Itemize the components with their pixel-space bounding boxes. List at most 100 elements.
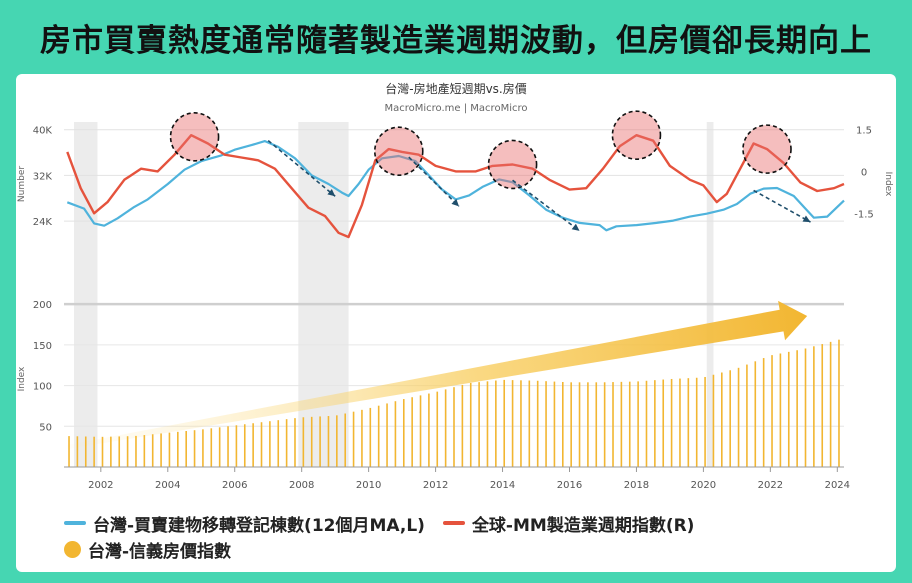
peak-highlight-circle	[169, 112, 220, 162]
price-index-bar	[269, 421, 271, 467]
price-index-bar	[478, 382, 480, 467]
y-tick-lower: 100	[33, 382, 52, 393]
price-index-bar	[704, 376, 706, 467]
x-tick-label: 2020	[691, 480, 716, 491]
price-index-bar	[561, 381, 564, 467]
downtrend-arrow-line	[408, 156, 460, 207]
price-index-bar	[386, 403, 388, 467]
x-tick-label: 2024	[825, 480, 850, 491]
downtrend-arrow-head	[571, 223, 580, 231]
annotations	[169, 110, 811, 232]
price-index-bar	[545, 381, 547, 467]
legend-item-house-price[interactable]: 台灣-信義房價指數	[64, 537, 231, 562]
price-index-bar	[721, 372, 723, 467]
price-index-bar	[787, 351, 790, 467]
y-axis-label-left: Number	[17, 166, 27, 202]
downtrend-arrow-head	[802, 215, 811, 223]
price-index-bar	[126, 436, 129, 467]
price-index-bar	[595, 382, 598, 467]
price-index-bar	[486, 381, 489, 467]
price-index-bar	[260, 422, 263, 467]
price-index-bar	[779, 353, 782, 467]
price-index-bar	[177, 431, 179, 467]
price-index-bar	[151, 434, 154, 467]
price-index-bar	[193, 430, 196, 467]
y-axis-label-lower: Index	[17, 366, 27, 391]
price-index-bar	[804, 348, 807, 467]
axes: 40K 32K 24K 1.5 0 -1.5 200 150 100 50 Number Index I…	[17, 126, 893, 491]
price-index-bar	[76, 436, 79, 467]
price-index-bar	[712, 374, 715, 467]
downtrend-arrow-head	[327, 189, 336, 197]
price-index-bar	[729, 370, 731, 467]
chart-panel: 台灣-房地產短週期vs.房價 MacroMicro.me | MacroMicr…	[16, 74, 896, 572]
price-index-bar	[737, 367, 740, 467]
price-index-bar	[796, 350, 798, 467]
price-index-bar	[679, 378, 681, 467]
headline: 房市買賣熱度通常隨著製造業週期波動，但房價卻長期向上	[40, 22, 872, 59]
price-index-bar	[453, 387, 455, 467]
price-index-bar	[821, 344, 824, 467]
price-index-bar	[578, 382, 581, 467]
price-index-bar	[285, 419, 288, 467]
price-index-bar	[838, 339, 840, 467]
price-index-bar	[68, 436, 70, 467]
price-index-bar	[436, 391, 439, 467]
price-index-bar	[428, 393, 430, 467]
x-tick-label: 2018	[624, 480, 649, 491]
legend-label-house-price: 台灣-信義房價指數	[88, 541, 232, 562]
price-index-bar	[319, 416, 321, 467]
price-index-bars	[68, 339, 840, 467]
series-lines	[66, 134, 845, 239]
price-index-bar	[101, 436, 104, 467]
trend-arrow	[66, 300, 808, 449]
price-index-bar	[444, 389, 447, 467]
price-index-bar	[277, 420, 280, 467]
x-tick-label: 2006	[222, 480, 247, 491]
legend-swatch-red	[442, 521, 465, 525]
price-index-bar	[746, 364, 748, 467]
price-index-bar	[227, 426, 229, 467]
price-index-bar	[344, 413, 347, 467]
trend-arrow-layer	[66, 300, 808, 449]
price-index-bar	[662, 379, 665, 467]
chart-subtitle: MacroMicro.me | MacroMicro	[385, 103, 528, 114]
legend: 台灣-買賣建物移轉登記棟數(12個月MA,L) 全球-MM製造業週期指數(R) …	[64, 510, 884, 562]
x-tick-label: 2008	[289, 480, 314, 491]
price-index-bar	[369, 407, 372, 467]
price-index-bar	[469, 382, 472, 467]
price-index-bar	[218, 427, 221, 467]
price-index-bar	[361, 409, 363, 467]
price-index-bar	[754, 361, 757, 467]
price-index-bar	[670, 378, 673, 467]
price-index-bar	[135, 435, 137, 467]
y-tick-right: -1.5	[854, 209, 874, 220]
price-index-bar	[419, 395, 422, 467]
price-index-bar	[612, 382, 614, 467]
price-index-bar	[352, 411, 355, 467]
price-index-bar	[687, 378, 690, 467]
recession-band	[706, 122, 714, 467]
price-index-bar	[620, 381, 623, 467]
legend-item-manufacturing[interactable]: 全球-MM製造業週期指數(R)	[442, 511, 695, 536]
price-index-bar	[402, 399, 405, 467]
price-index-bar	[520, 380, 522, 467]
price-index-bar	[235, 425, 238, 467]
trend-arrow-shape	[66, 300, 808, 449]
y-tick-lower: 150	[33, 341, 52, 352]
legend-label-manufacturing: 全球-MM製造業週期指數(R)	[471, 515, 695, 536]
price-index-bar	[160, 433, 162, 467]
y-tick-right: 0	[861, 167, 867, 178]
y-tick-right: 1.5	[856, 126, 872, 137]
x-tick-label: 2004	[155, 480, 180, 491]
price-index-bar	[394, 401, 397, 467]
price-index-bar	[528, 380, 531, 467]
x-tick-label: 2022	[758, 480, 783, 491]
y-tick-left: 40K	[33, 126, 53, 137]
price-index-bar	[84, 436, 87, 467]
legend-item-transactions[interactable]: 台灣-買賣建物移轉登記棟數(12個月MA,L)	[64, 511, 425, 536]
price-index-bar	[813, 346, 815, 467]
price-index-bar	[603, 382, 606, 467]
downtrend-arrow-line	[753, 189, 811, 223]
legend-swatch-orange	[64, 540, 81, 558]
